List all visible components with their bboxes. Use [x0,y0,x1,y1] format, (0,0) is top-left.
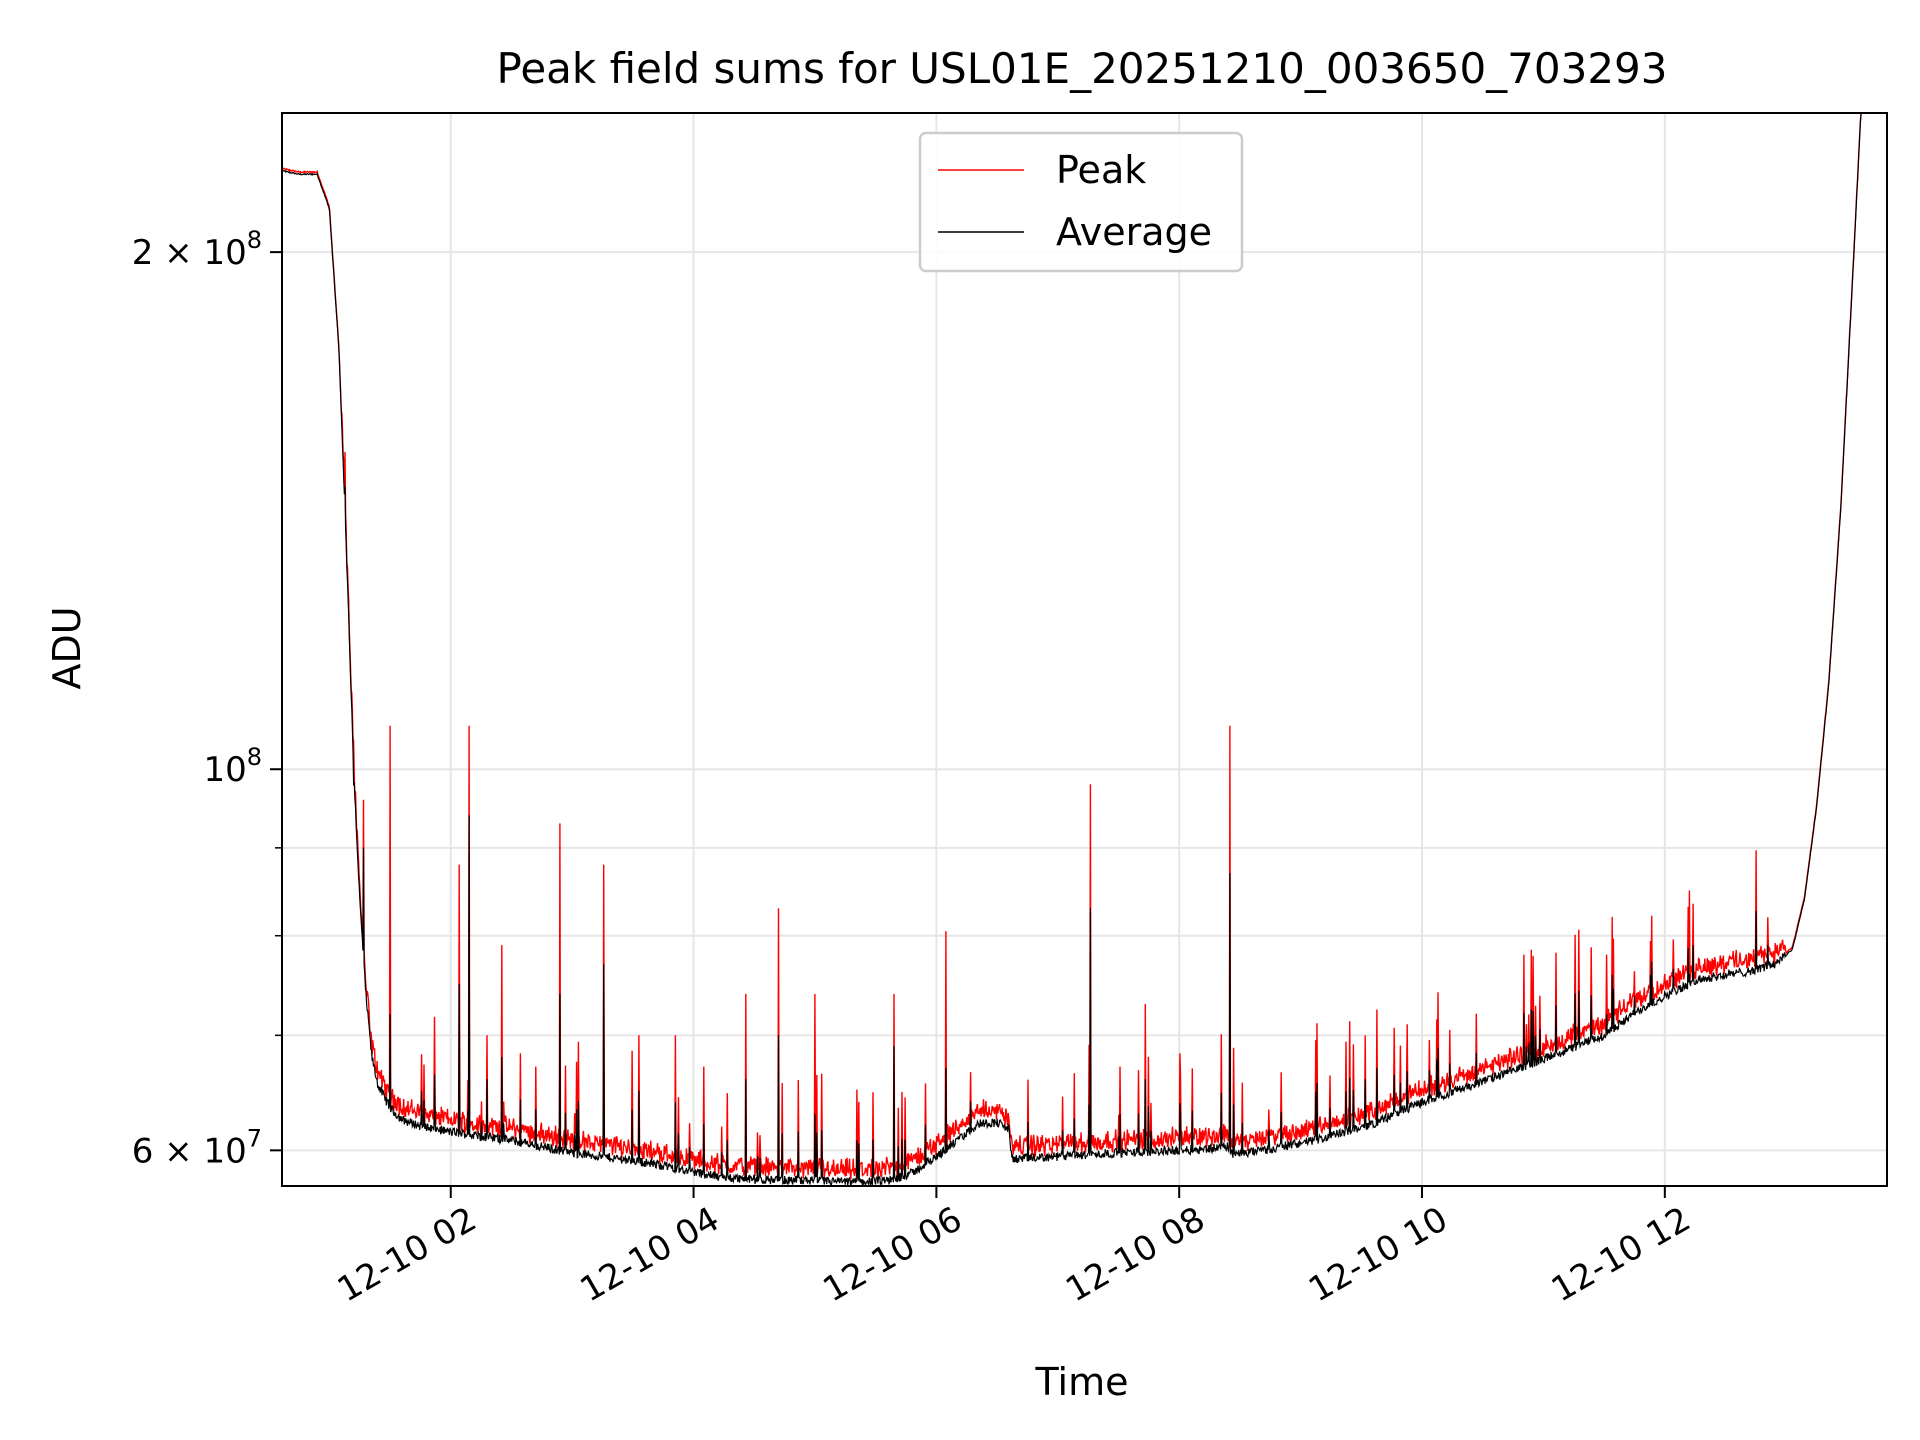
legend-peak-label: Peak [1056,148,1146,192]
chart-title: Peak field sums for USL01E_20251210_0036… [496,44,1667,93]
y-tick-label: 6 × 107 [132,1124,262,1171]
y-tick-label: 2 × 108 [132,226,262,273]
y-axis-label: ADU [45,606,89,689]
plot-area [282,113,1887,1186]
plot-frame [281,112,1888,1187]
series-lines [282,113,1887,1186]
legend-box [918,131,1244,273]
legend: Peak Average [918,131,1244,273]
x-axis-label: Time [1035,1360,1129,1404]
grid-lines [282,113,1887,1186]
average-series-line [282,113,1887,1186]
peak-series-line [282,113,1887,1180]
legend-average-label: Average [1056,210,1212,254]
